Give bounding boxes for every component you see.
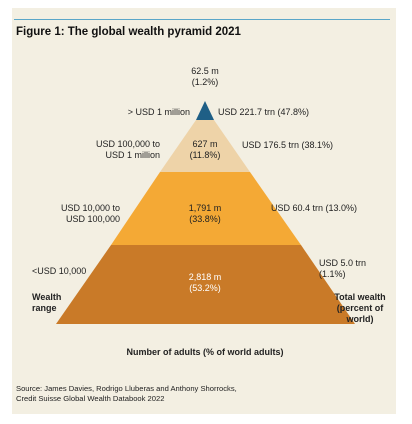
- tier4-adults-pct: (53.2%): [189, 283, 221, 293]
- source-line1: Source: James Davies, Rodrigo Lluberas a…: [16, 384, 237, 393]
- left-axis-line2: range: [32, 303, 57, 313]
- x-axis-label: Number of adults (% of world adults): [126, 347, 284, 357]
- tier2-range-line1: USD 100,000 to: [95, 139, 160, 149]
- pyramid-tier-10k-100k: [111, 172, 301, 245]
- tier3-adults-pct: (33.8%): [189, 214, 221, 224]
- tier3-range: USD 10,000 to USD 100,000: [40, 203, 120, 225]
- tier1-adults-pct: (1.2%): [191, 77, 219, 87]
- right-axis-line2: (percent of: [336, 303, 384, 313]
- tier1-adults: 62.5 m (1.2%): [185, 66, 225, 88]
- pyramid-tier-100k-1m: [160, 120, 250, 172]
- source-line2: Credit Suisse Global Wealth Databook 202…: [16, 394, 165, 403]
- tier2-adults: 627 m (11.8%): [180, 139, 230, 161]
- tier3-wealth: USD 60.4 trn (13.0%): [271, 203, 358, 213]
- tier4-wealth-pct: (1.1%): [319, 269, 346, 279]
- tier2-adults-pct: (11.8%): [189, 150, 221, 160]
- tier4-range: <USD 10,000: [32, 266, 87, 276]
- tier3-range-line2: USD 100,000: [65, 214, 120, 224]
- right-axis-line1: Total wealth: [334, 292, 386, 302]
- tier1-adults-count: 62.5 m: [191, 66, 219, 76]
- tier4-adults-count: 2,818 m: [188, 272, 222, 282]
- figure-title: Figure 1: The global wealth pyramid 2021: [16, 26, 241, 38]
- tier1-wealth: USD 221.7 trn (47.8%): [218, 107, 310, 117]
- tier4-wealth: USD 5.0 trn (1.1%): [319, 258, 366, 280]
- tier3-adults-count: 1,791 m: [188, 203, 222, 213]
- tier3-range-line1: USD 10,000 to: [60, 203, 120, 213]
- source-note: Source: James Davies, Rodrigo Lluberas a…: [16, 384, 237, 404]
- tier4-wealth-value: USD 5.0 trn: [319, 258, 367, 268]
- pyramid-tier-over-1m: [196, 101, 214, 120]
- tier4-adults: 2,818 m (53.2%): [180, 272, 230, 294]
- right-axis-label: Total wealth (percent of world): [326, 292, 394, 325]
- tier3-adults: 1,791 m (33.8%): [180, 203, 230, 225]
- left-axis-line1: Wealth: [32, 292, 62, 302]
- title-rule: [14, 19, 390, 20]
- pyramid-tier-under-10k: [56, 245, 355, 324]
- tier2-range-line2: USD 1 million: [105, 150, 160, 160]
- tier2-range: USD 100,000 to USD 1 million: [74, 139, 160, 161]
- left-axis-label: Wealth range: [32, 292, 61, 314]
- tier2-adults-count: 627 m: [192, 139, 218, 149]
- tier2-wealth: USD 176.5 trn (38.1%): [242, 140, 334, 150]
- tier1-range: > USD 1 million: [127, 107, 190, 117]
- right-axis-line3: world): [346, 314, 374, 324]
